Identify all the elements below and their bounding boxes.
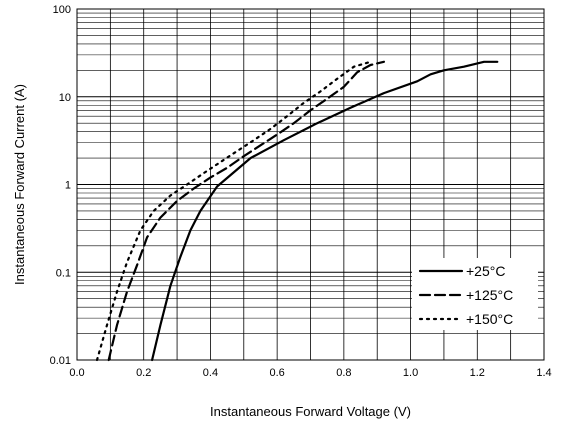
series-line-solid	[151, 60, 499, 362]
x-tick-label: 0.8	[336, 367, 351, 379]
y-tick-label: 100	[53, 4, 71, 16]
x-tick-label: 0.6	[269, 367, 284, 379]
x-tick-label: 1.4	[536, 367, 551, 379]
y-tick-label: 1	[65, 180, 71, 192]
x-tick-label: 0.2	[136, 367, 151, 379]
y-tick-labels: 0.01 0.1 1 10 100	[50, 4, 71, 367]
y-tick-label: 0.01	[50, 355, 71, 367]
legend-label: +125°C	[466, 287, 513, 303]
x-tick-label: 1.0	[403, 367, 418, 379]
y-tick-label: 0.1	[56, 267, 71, 279]
legend: +25°C +125°C +150°C	[412, 258, 538, 330]
series-line-dashed	[107, 60, 385, 362]
x-axis-title: Instantaneous Forward Voltage (V)	[210, 404, 411, 419]
series-layer	[95, 60, 499, 362]
legend-label: +150°C	[466, 311, 513, 327]
series-line-dotted	[95, 60, 372, 362]
x-tick-label: 0.4	[203, 367, 218, 379]
legend-label: +25°C	[466, 263, 505, 279]
x-tick-labels: 0.0 0.2 0.4 0.6 0.8 1.0 1.2 1.4	[69, 367, 551, 379]
x-tick-label: 0.0	[69, 367, 84, 379]
y-tick-label: 10	[59, 92, 71, 104]
y-axis-title: Instantaneous Forward Current (A)	[12, 84, 27, 285]
plot-frame	[76, 8, 545, 361]
x-tick-label: 1.2	[470, 367, 485, 379]
